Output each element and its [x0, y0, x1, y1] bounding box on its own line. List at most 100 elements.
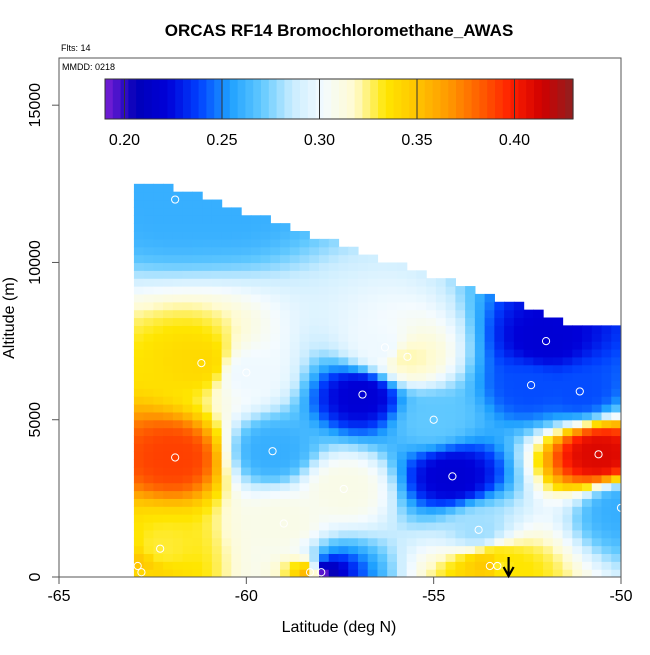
- heatmap-cell: [172, 529, 184, 539]
- heatmap-cell: [377, 380, 388, 389]
- heatmap-cell: [348, 569, 359, 577]
- heatmap-cell: [260, 514, 271, 523]
- heatmap-cell: [435, 364, 447, 374]
- heatmap-cell: [523, 435, 534, 444]
- colorbar-swatch: [487, 79, 496, 119]
- heatmap-cell: [319, 262, 330, 271]
- heatmap-cell: [143, 521, 155, 531]
- heatmap-cell: [250, 506, 262, 515]
- heatmap-cell: [533, 435, 544, 444]
- heatmap-cell: [192, 348, 203, 358]
- heatmap-cell: [582, 545, 593, 555]
- colorbar-swatch: [479, 79, 488, 119]
- heatmap-cell: [299, 490, 310, 499]
- heatmap-cell: [328, 459, 340, 468]
- heatmap-cell: [426, 356, 437, 366]
- heatmap-cell: [484, 545, 495, 555]
- heatmap-cell: [319, 537, 330, 547]
- heatmap-cell: [319, 317, 330, 326]
- heatmap-cell: [348, 341, 359, 350]
- heatmap-cell: [465, 474, 476, 484]
- heatmap-cell: [455, 498, 466, 507]
- heatmap-cell: [523, 529, 534, 539]
- heatmap-cell: [280, 317, 291, 326]
- flights-label: Flts: 14: [61, 43, 91, 53]
- heatmap-cell: [202, 325, 213, 334]
- heatmap-cell: [533, 309, 544, 319]
- heatmap-cell: [231, 270, 242, 279]
- heatmap-cell: [504, 498, 515, 507]
- heatmap-cell: [143, 356, 155, 366]
- heatmap-cell: [572, 506, 583, 515]
- heatmap-cell: [465, 529, 476, 539]
- heatmap-cell: [445, 341, 456, 350]
- heatmap-cell: [143, 419, 155, 429]
- heatmap-cell: [387, 435, 398, 444]
- heatmap-cell: [367, 404, 379, 413]
- heatmap-cell: [192, 490, 203, 499]
- heatmap-cell: [474, 380, 486, 389]
- heatmap-cell: [231, 356, 242, 366]
- heatmap-cell: [562, 553, 573, 562]
- heatmap-cell: [552, 451, 564, 460]
- heatmap-cell: [504, 325, 515, 334]
- heatmap-cell: [387, 490, 398, 499]
- heatmap-cell: [319, 514, 330, 523]
- heatmap-cell: [523, 490, 534, 499]
- heatmap-cell: [211, 388, 223, 397]
- heatmap-cell: [192, 309, 203, 319]
- heatmap-cell: [504, 490, 515, 499]
- heatmap-cell: [582, 419, 593, 429]
- heatmap-cell: [611, 419, 621, 429]
- heatmap-cell: [621, 373, 631, 381]
- heatmap-cell: [533, 529, 544, 539]
- heatmap-cell: [348, 286, 359, 295]
- heatmap-cell: [484, 372, 495, 382]
- colorbar-swatch: [214, 79, 223, 119]
- heatmap-cell: [387, 419, 398, 429]
- heatmap-cell: [270, 404, 281, 413]
- heatmap-cell: [396, 404, 408, 413]
- heatmap-cell: [260, 215, 271, 224]
- heatmap-cell: [533, 348, 544, 358]
- heatmap-cell: [582, 553, 593, 562]
- heatmap-cell: [465, 301, 476, 311]
- heatmap-cell: [211, 356, 223, 366]
- heatmap-cell: [591, 569, 603, 577]
- heatmap-cell: [328, 443, 340, 452]
- heatmap-cell: [601, 388, 612, 397]
- heatmap-cell: [133, 270, 145, 279]
- heatmap-cell: [182, 427, 193, 437]
- heatmap-cell: [504, 514, 515, 523]
- heatmap-cell: [455, 317, 466, 326]
- heatmap-cell: [465, 435, 476, 444]
- heatmap-cell: [319, 396, 330, 405]
- heatmap-cell: [426, 537, 437, 547]
- heatmap-cell: [309, 537, 320, 547]
- heatmap-cell: [231, 569, 242, 577]
- heatmap-cell: [357, 474, 369, 484]
- y-axis-label: Altitude (m): [1, 277, 18, 359]
- colorbar-swatch: [502, 79, 512, 119]
- heatmap-cell: [280, 521, 291, 531]
- heatmap-cell: [163, 231, 174, 240]
- heatmap-cell: [406, 474, 418, 484]
- heatmap-cell: [601, 529, 612, 539]
- heatmap-cell: [289, 254, 301, 264]
- colorbar-swatch: [284, 79, 293, 119]
- heatmap-cell: [582, 490, 593, 499]
- heatmap-cell: [182, 356, 193, 366]
- heatmap-cell: [163, 356, 174, 366]
- heatmap-cell: [202, 404, 213, 413]
- heatmap-cell: [309, 317, 320, 326]
- heatmap-cell: [153, 364, 164, 374]
- heatmap-cell: [260, 341, 271, 350]
- heatmap-cell: [241, 223, 252, 232]
- heatmap-cell: [357, 356, 369, 366]
- heatmap-cell: [416, 569, 427, 577]
- heatmap-cell: [367, 396, 379, 405]
- heatmap-cell: [494, 388, 505, 397]
- heatmap-cell: [270, 498, 281, 507]
- heatmap-cell: [465, 333, 476, 342]
- heatmap-cell: [513, 372, 525, 382]
